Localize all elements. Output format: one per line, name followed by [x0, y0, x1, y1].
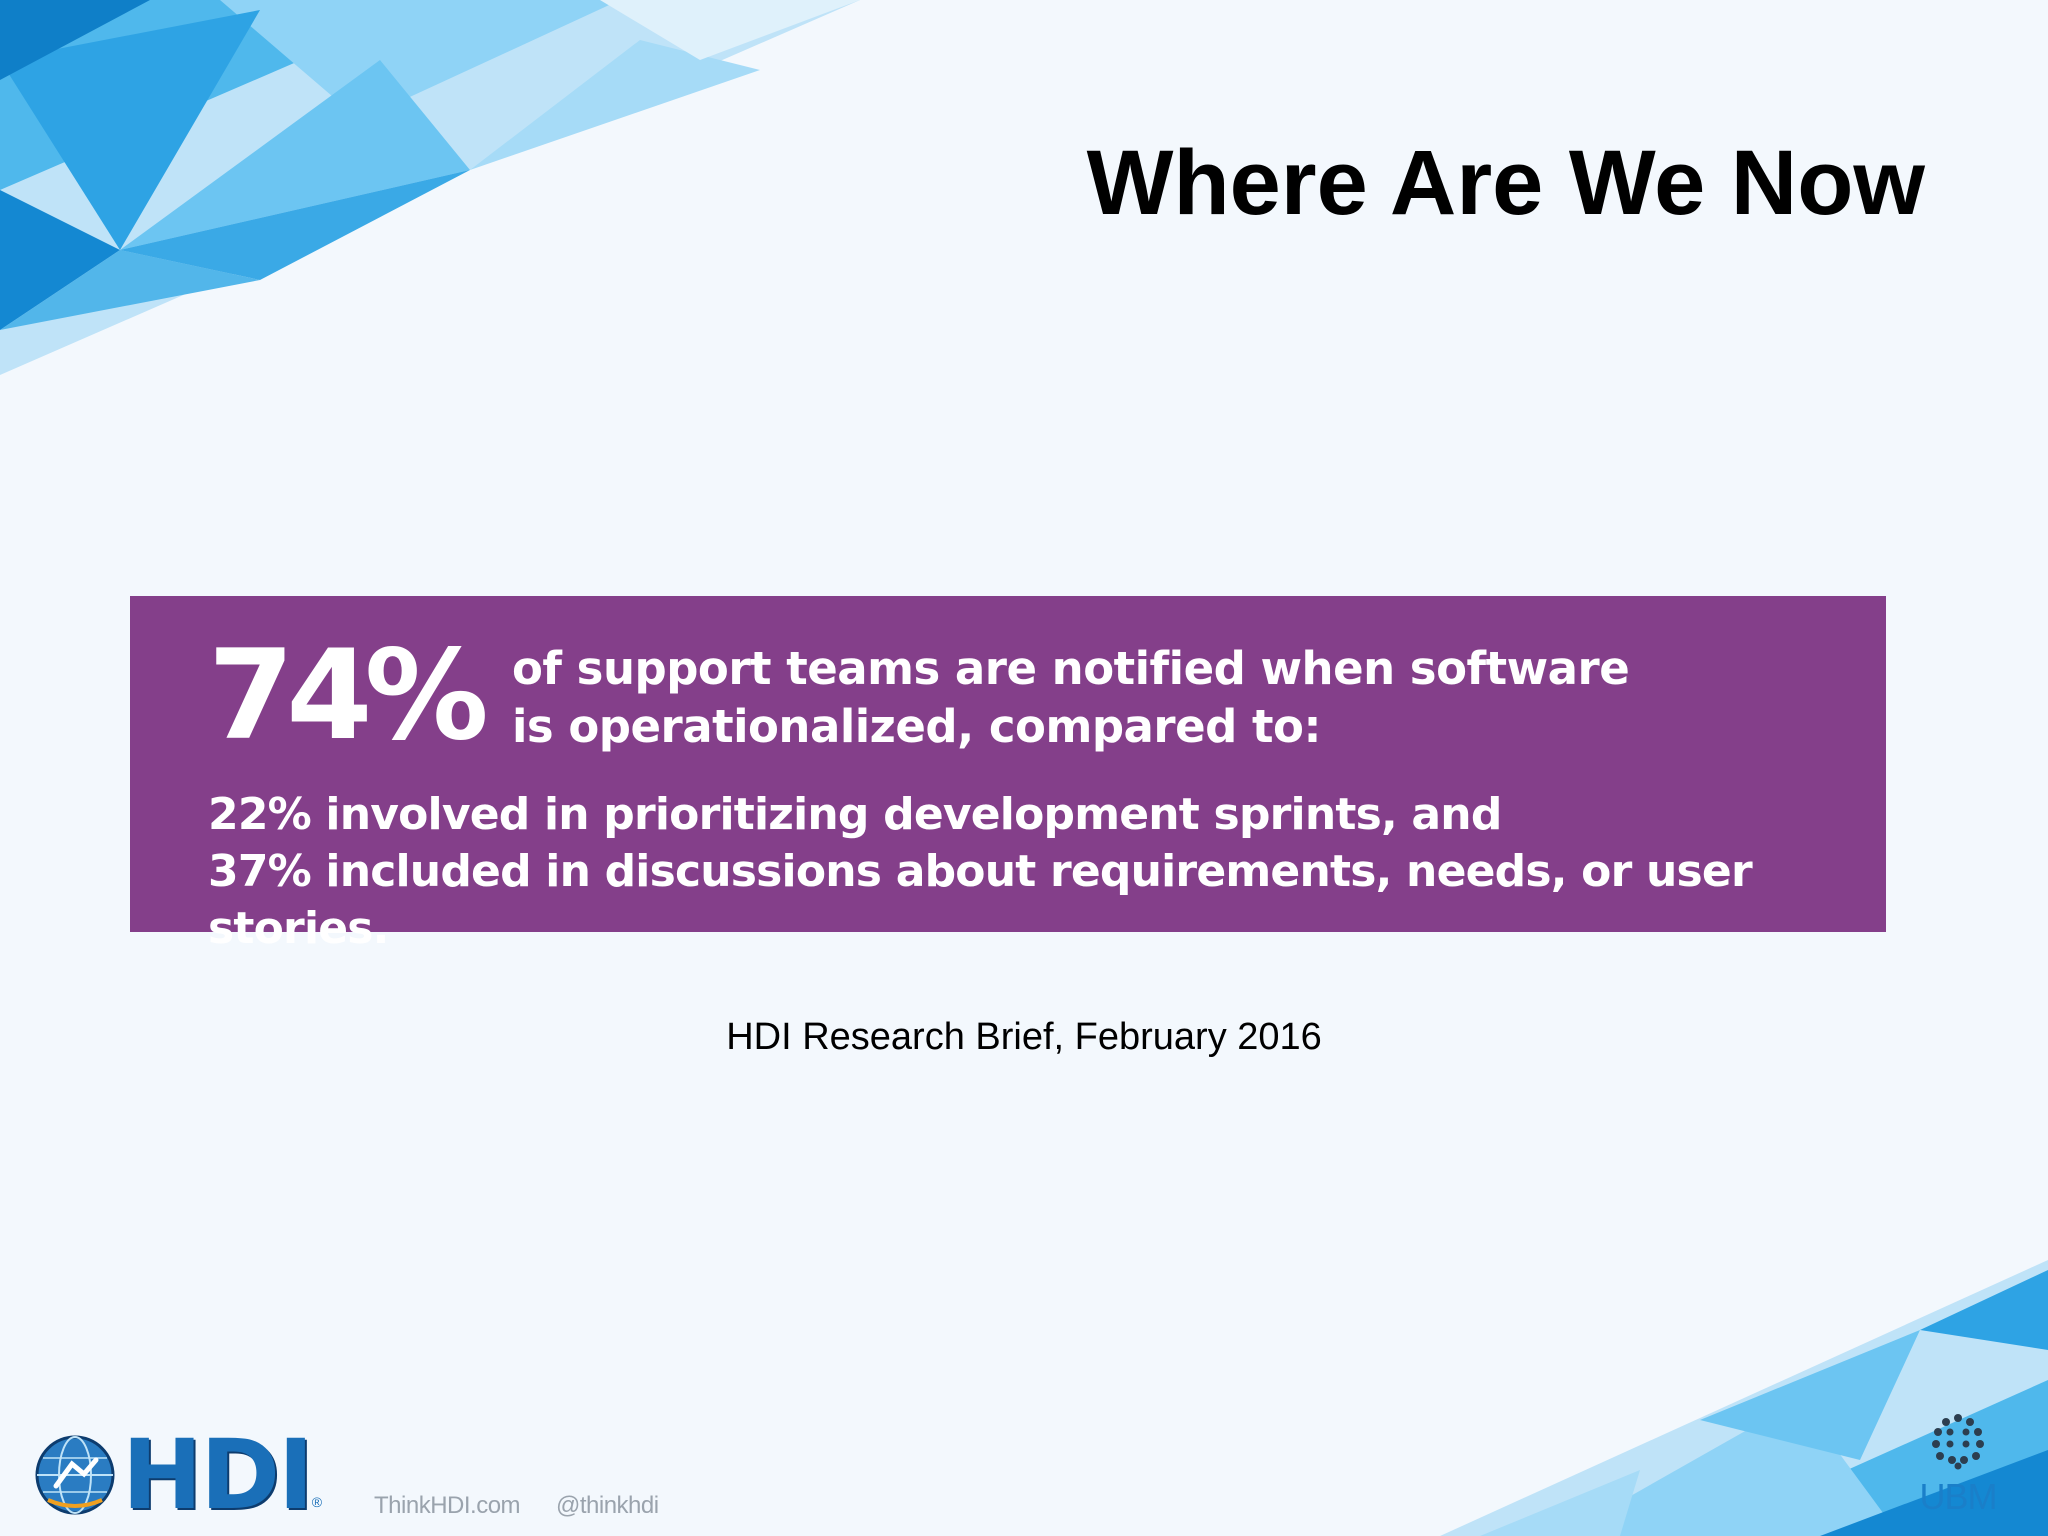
stat-detail-line: 37% included in discussions about requir… [208, 846, 1753, 954]
twitter-handle[interactable]: @thinkhdi [556, 1492, 659, 1519]
ubm-logo: UBM [1912, 1412, 2004, 1515]
hdi-logo: HDI ® [34, 1419, 323, 1531]
stat-callout-box: 74% of support teams are notified when s… [130, 596, 1886, 954]
hdi-logo-text: HDI [122, 1419, 314, 1531]
globe-icon [35, 1435, 115, 1515]
ubm-logo-text: UBM [1919, 1476, 1998, 1517]
ubm-dots-icon [1932, 1414, 1984, 1470]
stat-detail-line: 22% involved in prioritizing development… [208, 789, 1502, 840]
website-link[interactable]: ThinkHDI.com [374, 1492, 521, 1519]
slide-title: Where Are We Now [1086, 132, 1925, 234]
source-citation: HDI Research Brief, February 2016 [726, 1016, 1322, 1058]
stat-headline: of support teams are notified when softw… [512, 640, 1812, 756]
stat-detail: 22% involved in prioritizing development… [208, 786, 1868, 957]
big-percent-stat: 74% [208, 624, 489, 768]
stat-headline-line: of support teams are notified when softw… [512, 642, 1630, 695]
hdi-registered-mark: ® [311, 1494, 323, 1510]
stat-headline-line: is operationalized, compared to: [512, 700, 1321, 753]
